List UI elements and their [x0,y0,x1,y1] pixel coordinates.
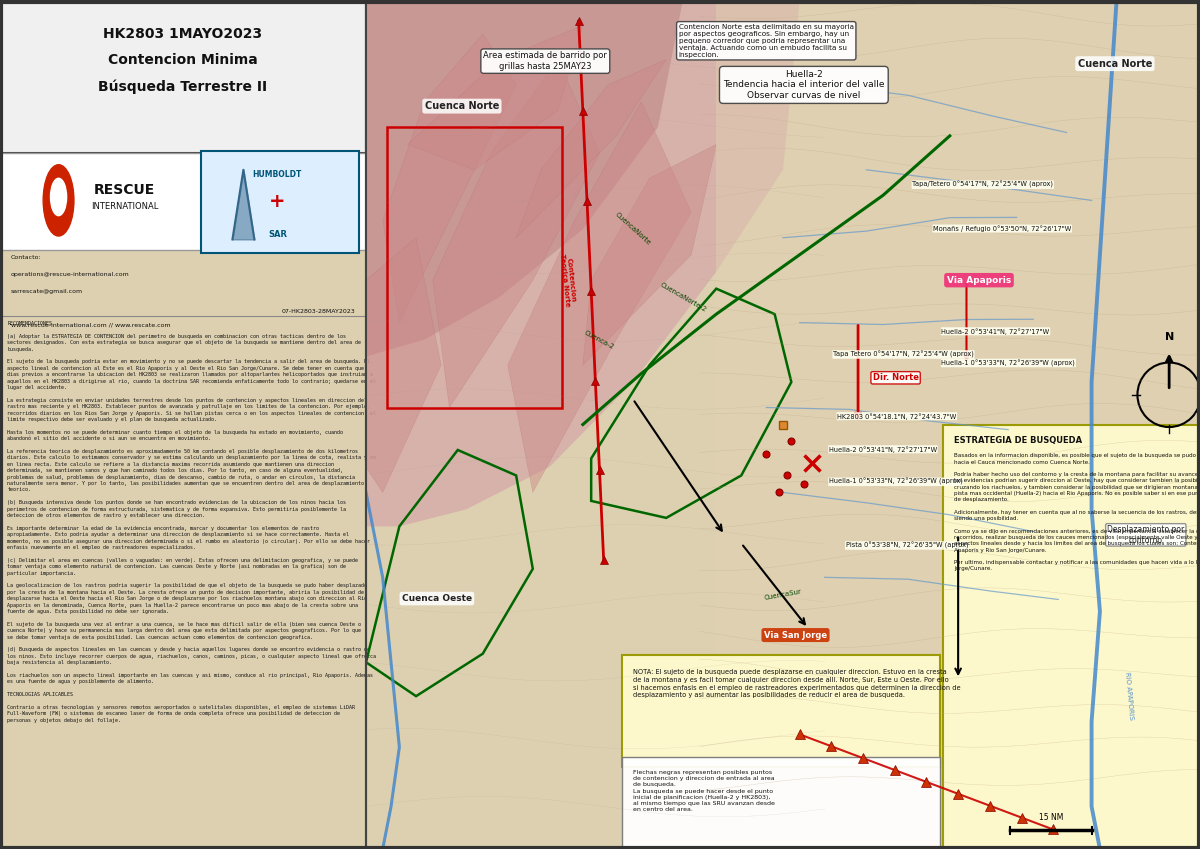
Bar [386,127,562,408]
Text: 07-HK2803-28MAY2023: 07-HK2803-28MAY2023 [281,309,355,314]
Text: +: + [269,192,286,211]
Text: Cuenca Norte: Cuenca Norte [425,101,499,111]
Text: Area estimada de barrido por
grillas hasta 25MAY23: Area estimada de barrido por grillas has… [484,52,607,70]
Text: SAR: SAR [268,230,287,239]
Circle shape [50,178,67,216]
Text: Pista 0°53'38"N, 72°26'35"W (aprox): Pista 0°53'38"N, 72°26'35"W (aprox) [846,542,968,549]
FancyBboxPatch shape [622,757,940,849]
Polygon shape [583,144,716,365]
Text: CuencaNorte-2: CuencaNorte-2 [659,282,707,312]
Text: Via Apaporis: Via Apaporis [947,276,1012,284]
FancyBboxPatch shape [0,153,366,250]
Text: Tapa Tetero 0°54'17"N, 72°25'4"W (aprox): Tapa Tetero 0°54'17"N, 72°25'4"W (aprox) [833,351,974,358]
Polygon shape [408,25,583,170]
Polygon shape [716,0,1200,849]
Text: RIO APAPORIS: RIO APAPORIS [1124,672,1134,721]
Text: Dir. Norte: Dir. Norte [872,374,918,382]
Polygon shape [508,102,691,492]
FancyBboxPatch shape [943,424,1200,849]
FancyBboxPatch shape [622,655,940,767]
Text: CuencaSur: CuencaSur [764,588,802,600]
Text: Contencion Norte esta delimitado en su mayoria
por aspectos geograficos. Sin emb: Contencion Norte esta delimitado en su m… [679,24,853,58]
Polygon shape [366,0,799,526]
Text: Huella-1 0°53'33"N, 72°26'39"W (aprox): Huella-1 0°53'33"N, 72°26'39"W (aprox) [829,478,962,486]
Text: Monañs / Refugio 0°53'50"N, 72°26'17"W: Monañs / Refugio 0°53'50"N, 72°26'17"W [934,225,1072,232]
Text: RECOMENDACIONES

(a) Adoptar la ESTRATEGIA DE CONTENCION del perimetro de busque: RECOMENDACIONES (a) Adoptar la ESTRATEGI… [7,321,377,722]
Text: NOTA: El sujeto de la busqueda puede desplazarse en cualquier direccion. Estuvo : NOTA: El sujeto de la busqueda puede des… [632,669,960,698]
Text: Tapa/Tetero 0°54'17"N, 72°25'4"W (aprox): Tapa/Tetero 0°54'17"N, 72°25'4"W (aprox) [912,181,1054,188]
Text: Huella-2
Tendencia hacia el interior del valle
Observar curvas de nivel: Huella-2 Tendencia hacia el interior del… [724,70,884,100]
Text: Flechas negras representan posibles puntos
de contencion y direccion de entrada : Flechas negras representan posibles punt… [632,770,775,812]
Polygon shape [516,59,666,238]
Text: CuencaNorte: CuencaNorte [614,211,652,247]
Text: N: N [1164,332,1174,342]
Text: Huella-2 0°53'41"N, 72°27'17"W: Huella-2 0°53'41"N, 72°27'17"W [829,446,937,453]
Polygon shape [366,238,442,492]
Text: Cuenca-2: Cuenca-2 [583,329,616,350]
Text: HK2803 1MAYO2023: HK2803 1MAYO2023 [103,27,263,41]
Text: Desplazamiento por
contorno: Desplazamiento por contorno [1108,526,1184,544]
Text: Contencion
Teorica Norte: Contencion Teorica Norte [558,253,577,307]
Circle shape [43,165,74,236]
FancyBboxPatch shape [0,0,366,153]
Text: ESTRATEGIA DE BUSQUEDA: ESTRATEGIA DE BUSQUEDA [954,436,1082,446]
Text: Via San Jorge: Via San Jorge [764,631,827,639]
Text: Huella-2 0°53'41"N, 72°27'17"W: Huella-2 0°53'41"N, 72°27'17"W [942,328,1050,335]
Text: operations@rescue-international.com: operations@rescue-international.com [11,272,130,277]
Text: Huella-1 0°53'33"N, 72°26'39"W (aprox): Huella-1 0°53'33"N, 72°26'39"W (aprox) [942,359,1075,367]
Text: Cuenca Norte: Cuenca Norte [1078,59,1152,69]
Text: Basados en la informacion disponible, es posible que el sujeto de la busqueda se: Basados en la informacion disponible, es… [954,453,1200,571]
Polygon shape [433,59,600,408]
FancyBboxPatch shape [202,151,359,253]
Text: sarrescate@gmail.com: sarrescate@gmail.com [11,289,83,294]
Text: INTERNATIONAL: INTERNATIONAL [91,202,158,211]
Text: HK2803 0°54'18.1"N, 72°24'43.7"W: HK2803 0°54'18.1"N, 72°24'43.7"W [838,413,956,419]
Text: Contacto:: Contacto: [11,255,42,260]
Text: HUMBOLDT: HUMBOLDT [253,170,302,178]
Text: RESCUE: RESCUE [94,183,155,197]
Polygon shape [383,34,516,323]
Polygon shape [366,0,683,357]
Text: 15 NM: 15 NM [1038,812,1063,822]
Text: www.rescue-international.com // www.rescate.com: www.rescue-international.com // www.resc… [11,323,170,328]
Text: Cuenca Oeste: Cuenca Oeste [402,594,472,603]
Text: Búsqueda Terrestre II: Búsqueda Terrestre II [98,80,268,94]
Text: Contencion Minima: Contencion Minima [108,53,258,67]
